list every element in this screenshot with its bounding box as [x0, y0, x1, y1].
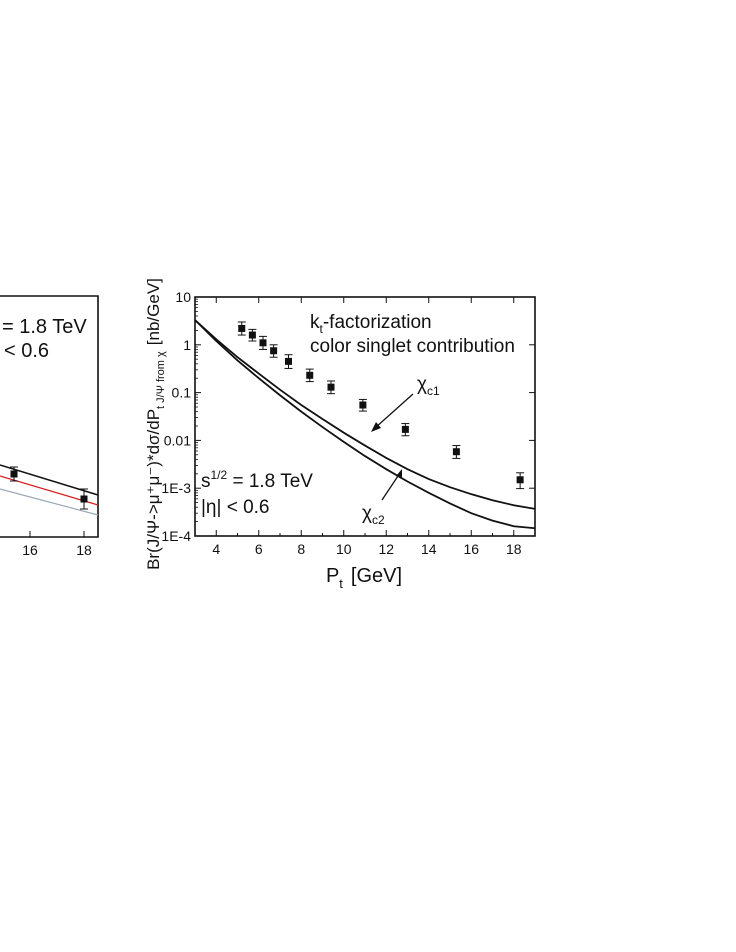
left-x-tick-label: 18 — [76, 542, 92, 558]
x-tick-label: 14 — [421, 541, 437, 557]
left-data-point — [10, 466, 18, 482]
left-eta-annotation: < 0.6 — [4, 340, 49, 362]
x-axis-label-unit: [GeV] — [351, 565, 402, 587]
axis-ticks: 4 6 8 10 12 14 16 18 10 1 0.1 0.01 1E-3 1E-4 — [161, 289, 536, 557]
x-tick-label: 16 — [463, 541, 479, 557]
eta-annotation: |η| < 0.6 — [201, 497, 270, 518]
kt-factorization-label: kt-factorization — [310, 312, 432, 336]
y-axis-label: Br(J/Ψ->μ⁺μ⁻)*dσ/dPt J/Ψ from χ [nb/GeV] — [144, 278, 167, 570]
left-data-point — [80, 488, 88, 510]
x-tick-label: 6 — [255, 541, 263, 557]
color-singlet-label: color singlet contribution — [310, 336, 515, 357]
data-point — [327, 380, 335, 395]
data-point — [259, 335, 267, 350]
x-tick-label: 4 — [212, 541, 220, 557]
left-curve-black — [0, 464, 99, 496]
x-axis-label-sub: t — [339, 576, 343, 591]
right-chart: 4 6 8 10 12 14 16 18 10 1 0.1 0.01 1E-3 1E-4 Br(J/Ψ->… — [144, 278, 536, 591]
data-point — [358, 398, 367, 412]
data-point — [269, 344, 278, 358]
y-tick-label: 1E-4 — [161, 528, 191, 544]
chi-c1-label: χc1 — [417, 374, 440, 398]
chi-c2-label: χc2 — [362, 503, 385, 527]
left-curve-gray — [0, 488, 99, 516]
left-energy-annotation: = 1.8 TeV — [2, 316, 87, 338]
x-tick-label: 12 — [378, 541, 394, 557]
y-tick-label: 1E-3 — [161, 480, 191, 496]
points-layer — [237, 321, 525, 490]
data-point — [401, 423, 410, 437]
left-chart: 16 18 = 1.8 TeV < 0.6 — [0, 295, 99, 558]
x-tick-label: 10 — [336, 541, 352, 557]
y-axis-label-main: Br(J/Ψ->μ⁺μ⁻)*dσ/dP — [144, 409, 163, 570]
data-point — [237, 321, 246, 336]
data-point — [516, 472, 525, 490]
y-tick-label: 0.01 — [164, 432, 191, 448]
y-axis-label-unit: [nb/GeV] — [144, 278, 163, 345]
data-point — [248, 328, 257, 342]
y-tick-label: 0.1 — [172, 385, 192, 401]
y-axis-label-sub: t J/Ψ from χ — [155, 351, 167, 409]
data-point — [305, 368, 314, 383]
series-line — [194, 319, 536, 510]
chi-c1-arrow — [371, 393, 414, 432]
data-point — [284, 354, 293, 369]
x-tick-label: 8 — [297, 541, 305, 557]
y-tick-label: 1 — [183, 337, 191, 353]
series-line — [194, 319, 536, 530]
left-plot-frame — [0, 295, 99, 538]
series-layer — [194, 319, 536, 530]
x-axis-label: Pt [GeV] — [326, 565, 402, 591]
y-tick-label: 10 — [175, 289, 191, 305]
data-point — [452, 445, 461, 459]
left-x-tick-label: 16 — [22, 542, 38, 558]
x-tick-label: 18 — [506, 541, 522, 557]
energy-annotation: s1/2 = 1.8 TeV — [201, 468, 313, 492]
chi-c2-arrow — [381, 469, 402, 501]
x-axis-label-main: P — [326, 565, 339, 587]
